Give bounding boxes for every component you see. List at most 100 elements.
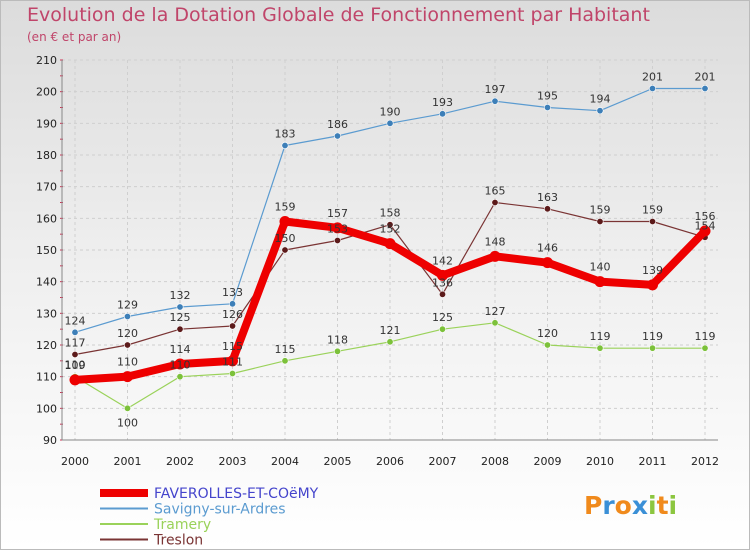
data-point (229, 369, 237, 377)
logo-letter: P (584, 491, 603, 520)
data-label: 119 (590, 330, 611, 343)
data-point (699, 225, 711, 237)
data-label: 186 (327, 118, 348, 131)
data-label: 201 (642, 71, 663, 84)
data-label: 132 (170, 289, 191, 302)
logo-letter: t (656, 491, 669, 520)
data-point (438, 110, 446, 118)
data-point (384, 238, 396, 250)
data-label: 133 (222, 286, 243, 299)
data-point (543, 205, 551, 213)
data-label: 110 (117, 356, 138, 369)
x-tick-label: 2011 (639, 455, 667, 468)
data-point (281, 246, 289, 254)
data-label: 195 (537, 90, 558, 103)
data-point (124, 312, 132, 320)
data-point (386, 221, 394, 229)
data-label: 117 (65, 337, 86, 350)
data-point (176, 373, 184, 381)
data-label: 163 (537, 191, 558, 204)
data-label: 150 (275, 232, 296, 245)
x-axis-ticks: 2000 2001 2002 2003 2004 2005 2006 2007 2008 2009… (61, 455, 719, 468)
data-label: 159 (590, 204, 611, 217)
data-point (438, 325, 446, 333)
data-point (71, 350, 79, 358)
data-point (71, 328, 79, 336)
data-point (333, 132, 341, 140)
data-label: 110 (170, 359, 191, 372)
y-tick-label: 140 (36, 276, 57, 289)
legend-label: Treslon (153, 533, 203, 549)
logo-letter: o (614, 491, 632, 520)
data-point (438, 290, 446, 298)
data-label: 183 (275, 128, 296, 141)
data-label: 127 (485, 305, 506, 318)
x-tick-label: 2007 (429, 455, 457, 468)
data-label: 121 (380, 324, 401, 337)
data-point (229, 300, 237, 308)
data-label: 159 (275, 201, 296, 214)
data-label: 120 (117, 327, 138, 340)
x-tick-label: 2001 (114, 455, 142, 468)
logo-letter: r (602, 491, 615, 520)
data-label: 159 (642, 204, 663, 217)
y-tick-label: 100 (36, 402, 57, 415)
data-label: 129 (117, 299, 138, 312)
proxiti-logo: Proxiti (584, 491, 677, 520)
x-tick-label: 2002 (166, 455, 194, 468)
data-label: 110 (65, 359, 86, 372)
data-point (542, 257, 553, 269)
data-point (543, 341, 551, 349)
logo-letter: i (648, 491, 657, 520)
data-point (69, 374, 81, 386)
data-point (279, 216, 291, 227)
logo-letter: i (668, 491, 678, 520)
data-label: 136 (432, 276, 453, 289)
grid-lines (62, 59, 718, 441)
data-label: 124 (65, 314, 86, 327)
data-label: 193 (432, 96, 453, 109)
data-label: 140 (590, 261, 611, 274)
data-point (332, 222, 343, 234)
data-point (648, 218, 656, 226)
legend-label: Tramery (153, 517, 211, 533)
data-label: 126 (222, 308, 243, 321)
data-point (281, 142, 289, 150)
x-tick-label: 2009 (534, 455, 562, 468)
data-label: 118 (327, 333, 348, 346)
x-tick-label: 2006 (376, 455, 404, 468)
y-tick-label: 120 (36, 339, 57, 352)
data-point (227, 355, 238, 367)
data-point (333, 347, 341, 355)
axes (60, 59, 718, 441)
data-label: 114 (170, 343, 191, 356)
data-point (176, 325, 184, 333)
data-label: 109 (65, 359, 86, 372)
x-tick-label: 2008 (481, 455, 509, 468)
data-label: 190 (380, 105, 401, 118)
data-label: 157 (327, 207, 348, 220)
data-label: 148 (485, 235, 506, 248)
data-label: 100 (117, 416, 138, 429)
y-tick-label: 130 (36, 307, 57, 320)
data-point (491, 199, 499, 207)
data-label: 165 (485, 185, 506, 198)
data-label: 156 (695, 210, 716, 223)
y-tick-label: 90 (43, 434, 57, 447)
x-tick-label: 2003 (219, 455, 247, 468)
data-point (229, 322, 237, 330)
y-tick-label: 150 (36, 244, 57, 257)
data-labels: 124 129 132 133 183 186 190 193 197 195 194 201 201 1… (65, 71, 716, 430)
x-tick-label: 2012 (691, 455, 719, 468)
data-label: 154 (695, 219, 716, 232)
data-point (594, 276, 606, 288)
data-point (386, 338, 394, 346)
data-point (596, 107, 604, 115)
legend: FAVEROLLES-ET-COëMYSavigny-sur-ArdresTra… (100, 486, 319, 549)
series-layer (69, 85, 711, 412)
data-point (386, 119, 394, 127)
data-point (491, 319, 499, 327)
data-point (176, 303, 184, 311)
y-tick-label: 190 (36, 117, 57, 130)
